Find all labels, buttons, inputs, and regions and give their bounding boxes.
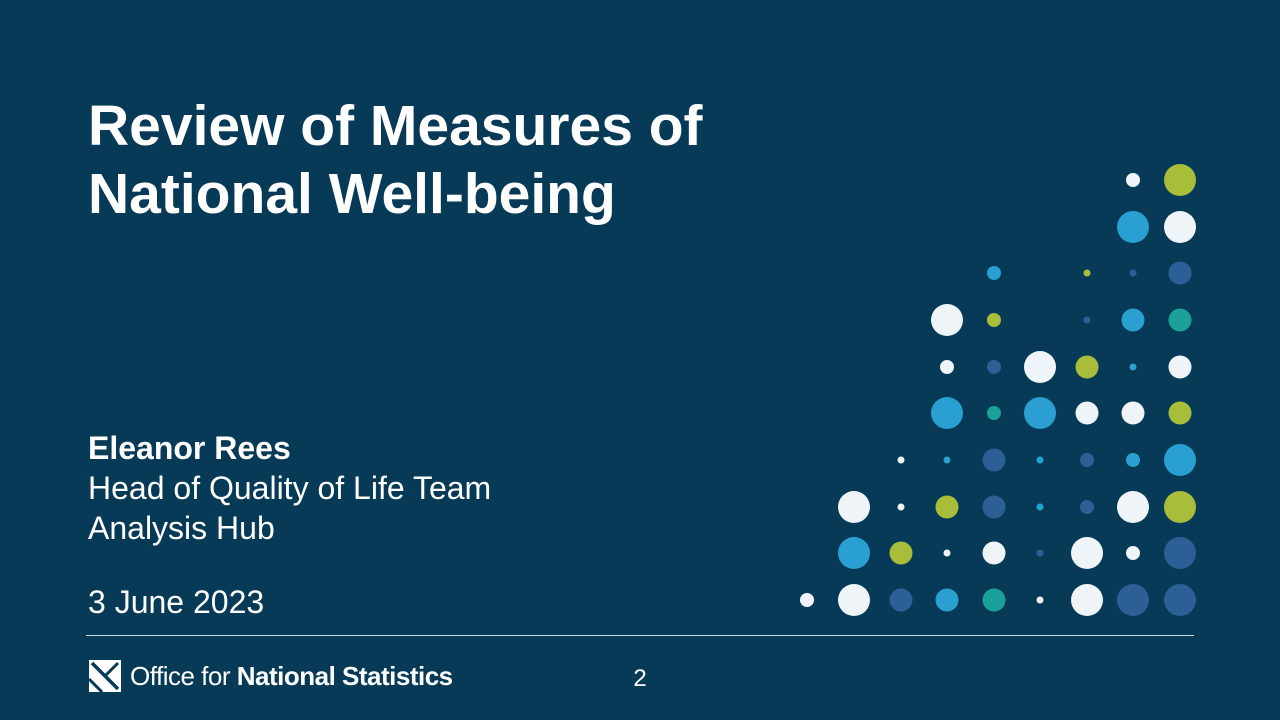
decorative-dot [987, 266, 1001, 280]
decorative-dot [1168, 308, 1192, 332]
decorative-dot [987, 313, 1001, 327]
decorative-dot [1080, 453, 1094, 467]
decorative-dot [1126, 546, 1140, 560]
decorative-dot [1164, 537, 1196, 569]
decorative-dot [1024, 351, 1056, 383]
slide-title-line-2: National Well-being [88, 162, 616, 226]
decorative-dot [943, 456, 951, 464]
decorative-dot [982, 495, 1006, 519]
ons-logo-icon [88, 660, 121, 693]
decorative-dot [1075, 355, 1099, 379]
decorative-dot [1036, 456, 1044, 464]
page-number: 2 [633, 665, 647, 692]
decorative-dot [1129, 269, 1137, 277]
footer-divider [86, 635, 1194, 636]
decorative-dot [931, 304, 963, 336]
decorative-dot [1126, 173, 1140, 187]
decorative-dot [1036, 503, 1044, 511]
decorative-dot [987, 406, 1001, 420]
decorative-dot [1071, 584, 1103, 616]
slide-title: Review of Measures of National Well-bein… [88, 92, 848, 228]
decorative-dot [1129, 363, 1137, 371]
decorative-dot [1071, 537, 1103, 569]
decorative-dot [838, 584, 870, 616]
decorative-dot [889, 541, 913, 565]
decorative-dot [931, 397, 963, 429]
decorative-dot [1083, 269, 1091, 277]
decorative-dot [1117, 491, 1149, 523]
presenter-department: Analysis Hub [88, 510, 275, 546]
decorative-dot [1036, 596, 1044, 604]
decorative-dot [1164, 584, 1196, 616]
decorative-dot [935, 495, 959, 519]
decorative-dot [897, 456, 905, 464]
decorative-dot [982, 541, 1006, 565]
ons-logo-wordmark: Office for National Statistics [130, 659, 453, 693]
decorative-dot [1117, 584, 1149, 616]
ons-logo: Office for National Statistics [88, 658, 453, 694]
decorative-dot [800, 593, 814, 607]
decorative-dot [1036, 549, 1044, 557]
decorative-dot [1164, 491, 1196, 523]
decorative-dot [1121, 308, 1145, 332]
decorative-dot [889, 588, 913, 612]
decorative-dot [1075, 401, 1099, 425]
decorative-dot [982, 448, 1006, 472]
presenter-block: Eleanor Rees Head of Quality of Life Tea… [88, 428, 491, 548]
presenter-name: Eleanor Rees [88, 430, 291, 466]
decorative-dot [1164, 444, 1196, 476]
decorative-dot [1168, 401, 1192, 425]
decorative-dot [1126, 453, 1140, 467]
decorative-dot [838, 537, 870, 569]
decorative-dot [1117, 211, 1149, 243]
decorative-dot [943, 549, 951, 557]
ons-logo-text-bold: National Statistics [236, 661, 453, 691]
decorative-dot [935, 588, 959, 612]
decorative-dot [1168, 355, 1192, 379]
decorative-dot [1080, 500, 1094, 514]
ons-logo-text-light: Office for [130, 661, 237, 691]
decorative-dot [982, 588, 1006, 612]
decorative-dot [1164, 164, 1196, 196]
decorative-dot [1121, 401, 1145, 425]
decorative-dot [987, 360, 1001, 374]
decorative-dot [897, 503, 905, 511]
slide-title-line-1: Review of Measures of [88, 94, 703, 158]
decorative-dot [1168, 261, 1192, 285]
decorative-dot [940, 360, 954, 374]
presentation-date: 3 June 2023 [88, 584, 265, 620]
decorative-dot [1024, 397, 1056, 429]
decorative-dot [1083, 316, 1091, 324]
presenter-role: Head of Quality of Life Team [88, 470, 492, 506]
decorative-dot [1164, 211, 1196, 243]
decorative-dot [838, 491, 870, 523]
